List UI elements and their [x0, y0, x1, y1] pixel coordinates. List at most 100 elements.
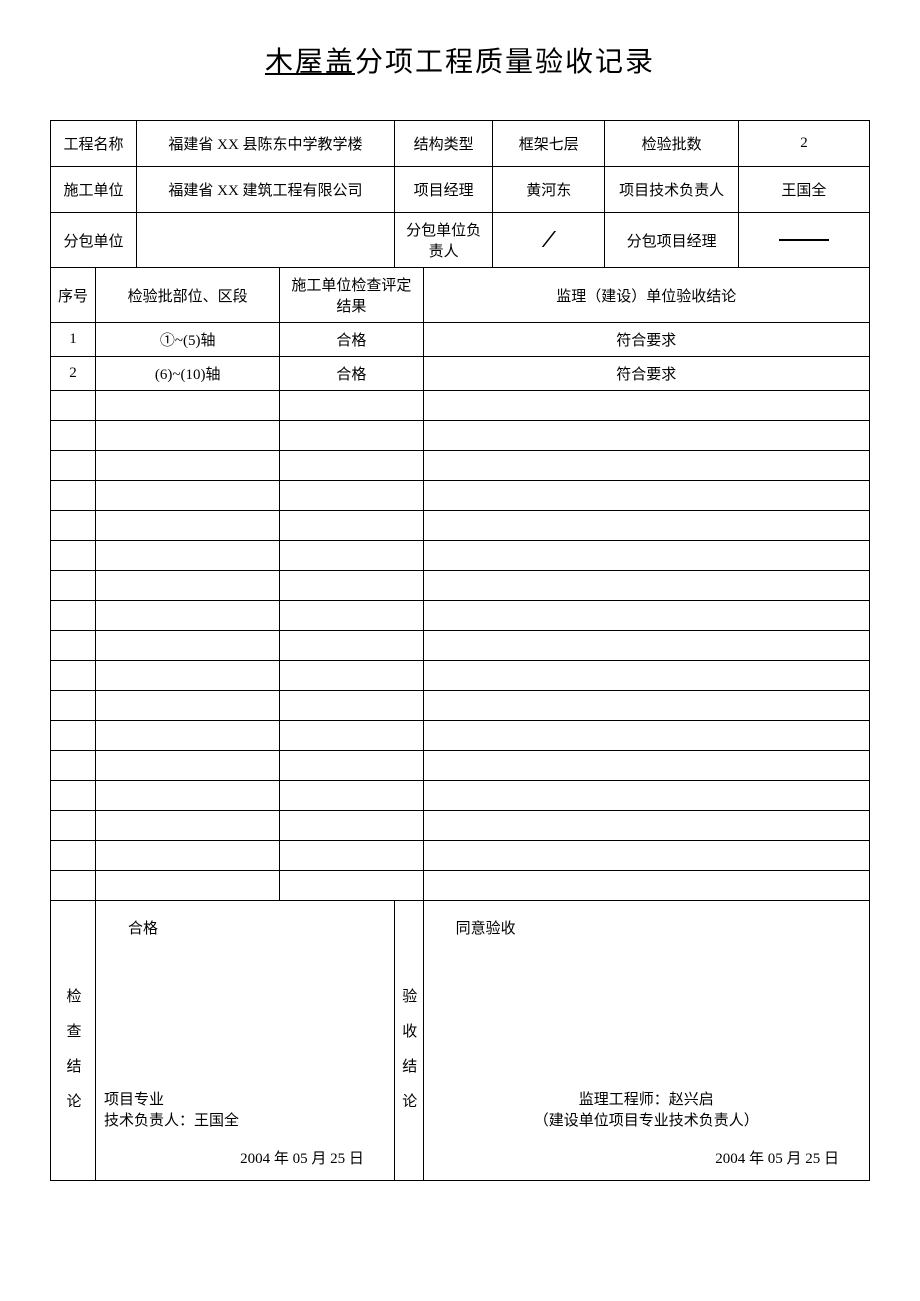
- cell-section: [96, 391, 280, 421]
- batch-count-value: 2: [738, 121, 869, 167]
- accept-top: 同意验收: [432, 913, 861, 938]
- table-row: [51, 781, 870, 811]
- subleader-label: 分包单位负责人: [394, 213, 492, 268]
- table-row: [51, 631, 870, 661]
- cell-section: [96, 811, 280, 841]
- document-title: 木屋盖分项工程质量验收记录: [50, 40, 870, 80]
- table-row: [51, 661, 870, 691]
- inspection-table: 工程名称 福建省 XX 县陈东中学教学楼 结构类型 框架七层 检验批数 2 施工…: [50, 120, 870, 1181]
- cell-seq: [51, 421, 96, 451]
- col-conclusion: 监理（建设）单位验收结论: [423, 268, 869, 323]
- title-rest: 分项工程质量验收记录: [355, 47, 655, 78]
- cell-result: [280, 391, 423, 421]
- cell-conclusion: [423, 661, 869, 691]
- cell-section: [96, 751, 280, 781]
- check-date: 2004 年 05 月 25 日: [240, 1147, 364, 1168]
- cell-conclusion: [423, 421, 869, 451]
- techlead-value: 王国全: [738, 167, 869, 213]
- cell-seq: [51, 751, 96, 781]
- cell-seq: 1: [51, 323, 96, 357]
- table-row: [51, 601, 870, 631]
- cell-result: [280, 871, 423, 901]
- cell-conclusion: [423, 451, 869, 481]
- table-row: [51, 481, 870, 511]
- accept-conclusion-cell: 同意验收 监理工程师：赵兴启 （建设单位项目专业技术负责人） 2004 年 05…: [423, 901, 869, 1181]
- cell-conclusion: [423, 541, 869, 571]
- cell-seq: [51, 481, 96, 511]
- cell-result: [280, 481, 423, 511]
- cell-seq: [51, 781, 96, 811]
- table-row: [51, 511, 870, 541]
- cell-result: [280, 661, 423, 691]
- pm-value: 黄河东: [493, 167, 605, 213]
- cell-seq: [51, 571, 96, 601]
- cell-result: [280, 541, 423, 571]
- cell-section: [96, 721, 280, 751]
- cell-result: 合格: [280, 323, 423, 357]
- cell-section: [96, 601, 280, 631]
- cell-seq: [51, 601, 96, 631]
- cell-conclusion: [423, 511, 869, 541]
- cell-section: [96, 451, 280, 481]
- blank-line-icon: [779, 239, 829, 241]
- table-row: 2(6)~(10)轴合格符合要求: [51, 357, 870, 391]
- cell-conclusion: [423, 571, 869, 601]
- table-row: [51, 751, 870, 781]
- cell-section: [96, 631, 280, 661]
- project-name-label: 工程名称: [51, 121, 137, 167]
- cell-conclusion: [423, 391, 869, 421]
- cell-seq: 2: [51, 357, 96, 391]
- cell-section: [96, 481, 280, 511]
- cell-section: [96, 421, 280, 451]
- check-conclusion-cell: 合格 项目专业 技术负责人：王国全 2004 年 05 月 25 日: [96, 901, 395, 1181]
- constructor-label: 施工单位: [51, 167, 137, 213]
- cell-seq: [51, 451, 96, 481]
- cell-conclusion: 符合要求: [423, 357, 869, 391]
- cell-conclusion: [423, 481, 869, 511]
- slash-icon: /: [544, 227, 554, 254]
- cell-conclusion: [423, 871, 869, 901]
- cell-seq: [51, 841, 96, 871]
- cell-seq: [51, 541, 96, 571]
- cell-conclusion: [423, 721, 869, 751]
- check-label: 检查结论: [51, 901, 96, 1181]
- table-row: [51, 391, 870, 421]
- cell-conclusion: [423, 751, 869, 781]
- cell-seq: [51, 391, 96, 421]
- cell-result: [280, 841, 423, 871]
- struct-type-value: 框架七层: [493, 121, 605, 167]
- cell-result: [280, 811, 423, 841]
- cell-conclusion: [423, 601, 869, 631]
- pm-label: 项目经理: [394, 167, 492, 213]
- subpm-value: [738, 213, 869, 268]
- cell-section: (6)~(10)轴: [96, 357, 280, 391]
- table-row: [51, 841, 870, 871]
- check-top: 合格: [104, 913, 386, 938]
- cell-result: [280, 511, 423, 541]
- batch-count-label: 检验批数: [605, 121, 738, 167]
- cell-section: [96, 871, 280, 901]
- header-row-2: 施工单位 福建省 XX 建筑工程有限公司 项目经理 黄河东 项目技术负责人 王国…: [51, 167, 870, 213]
- constructor-value: 福建省 XX 建筑工程有限公司: [136, 167, 394, 213]
- cell-conclusion: [423, 691, 869, 721]
- cell-result: [280, 571, 423, 601]
- cell-result: [280, 421, 423, 451]
- cell-conclusion: [423, 841, 869, 871]
- cell-result: [280, 751, 423, 781]
- subcontractor-label: 分包单位: [51, 213, 137, 268]
- techlead-label: 项目技术负责人: [605, 167, 738, 213]
- cell-result: [280, 691, 423, 721]
- cell-section: [96, 691, 280, 721]
- cell-result: [280, 451, 423, 481]
- cell-seq: [51, 511, 96, 541]
- cell-result: 合格: [280, 357, 423, 391]
- cell-section: [96, 781, 280, 811]
- check-mid2: 技术负责人：王国全: [104, 1109, 386, 1130]
- table-row: [51, 571, 870, 601]
- table-row: [51, 721, 870, 751]
- col-section: 检验批部位、区段: [96, 268, 280, 323]
- table-row: [51, 541, 870, 571]
- accept-date: 2004 年 05 月 25 日: [715, 1147, 839, 1168]
- cell-seq: [51, 691, 96, 721]
- cell-seq: [51, 661, 96, 691]
